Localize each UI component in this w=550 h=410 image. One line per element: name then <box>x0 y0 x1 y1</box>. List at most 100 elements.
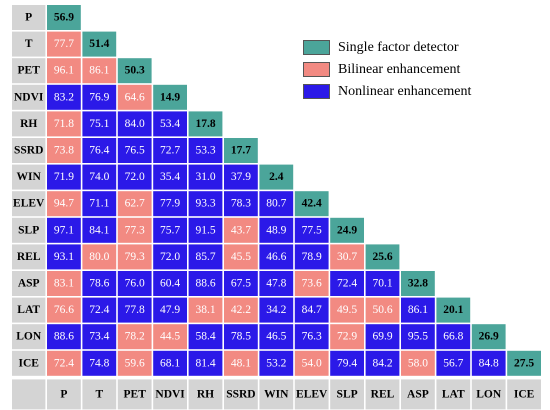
matrix-cell <box>47 164 81 190</box>
matrix-cell <box>471 350 506 376</box>
matrix-cell <box>82 324 117 350</box>
cell-value: 75.7 <box>160 224 180 236</box>
matrix-cell <box>47 84 81 110</box>
matrix-cell <box>188 297 223 323</box>
matrix-cell <box>82 217 117 243</box>
legend: Single factor detector Bilinear enhancem… <box>303 39 503 105</box>
cell-value: 88.6 <box>195 278 215 290</box>
legend-item-single: Single factor detector <box>303 39 503 56</box>
col-label-cell <box>188 379 223 410</box>
col-label-cell <box>82 379 117 410</box>
cell-value: 72.4 <box>337 278 357 290</box>
matrix-cell <box>365 244 400 270</box>
col-label-cell <box>153 379 187 410</box>
col-label-cell <box>259 379 294 410</box>
cell-value: 58.4 <box>195 331 215 343</box>
cell-value: 76.9 <box>89 91 109 103</box>
cell-value: 77.8 <box>125 304 145 316</box>
cell-value: 71.8 <box>54 118 74 130</box>
col-label-text: ASP <box>407 388 429 400</box>
matrix-cell <box>507 350 541 376</box>
col-label-text: SSRD <box>226 388 255 400</box>
row-label-text: ICE <box>18 357 39 369</box>
cell-value: 76.4 <box>89 145 109 157</box>
matrix-cell <box>117 164 152 190</box>
col-label-cell <box>330 379 364 410</box>
matrix-cell <box>82 84 117 110</box>
matrix-cell <box>224 191 258 217</box>
matrix-cell <box>188 138 223 163</box>
matrix-cell <box>117 217 152 243</box>
cell-value: 66.8 <box>443 331 463 343</box>
cell-value: 47.8 <box>266 278 286 290</box>
matrix-cell <box>471 324 506 350</box>
cell-value: 31.0 <box>195 171 215 183</box>
cell-value: 77.3 <box>125 224 145 236</box>
matrix-cell <box>117 297 152 323</box>
row-label-cell <box>12 138 46 163</box>
cell-value: 50.3 <box>125 65 145 77</box>
matrix-cell <box>224 297 258 323</box>
cell-value: 42.2 <box>231 304 251 316</box>
legend-label-bilinear: Bilinear enhancement <box>338 61 461 77</box>
matrix-cell <box>436 324 471 350</box>
row-label-cell <box>12 324 46 350</box>
cell-value: 67.5 <box>231 278 251 290</box>
legend-item-bilinear: Bilinear enhancement <box>303 61 503 78</box>
cell-value: 71.9 <box>54 171 74 183</box>
matrix-cell <box>259 244 294 270</box>
cell-value: 42.4 <box>302 198 322 210</box>
cell-value: 26.9 <box>479 331 499 343</box>
legend-item-nonlinear: Nonlinear enhancement <box>303 83 503 100</box>
cell-value: 58.0 <box>408 357 428 369</box>
cell-value: 84.8 <box>479 357 499 369</box>
col-label-cell <box>117 379 152 410</box>
cell-value: 17.7 <box>231 145 251 157</box>
matrix-cell <box>259 271 294 296</box>
col-label-text: LAT <box>442 388 465 400</box>
col-label-text: ICE <box>514 388 535 400</box>
matrix-cell <box>47 31 81 57</box>
cell-value: 73.4 <box>89 331 109 343</box>
cell-value: 79.4 <box>337 357 357 369</box>
row-label-text: SSRD <box>14 145 43 157</box>
cell-value: 77.9 <box>160 198 180 210</box>
cell-value: 83.1 <box>54 278 74 290</box>
cell-value: 56.7 <box>443 357 463 369</box>
matrix-cell <box>188 191 223 217</box>
cell-value: 56.9 <box>54 12 74 24</box>
row-label-text: REL <box>17 251 41 263</box>
col-label-cell <box>436 379 471 410</box>
cell-value: 83.2 <box>54 91 74 103</box>
matrix-cell <box>117 58 152 84</box>
row-label-text: T <box>25 38 33 50</box>
matrix-cell <box>153 350 187 376</box>
col-label-text: WIN <box>264 388 289 400</box>
legend-swatch-bilinear <box>303 62 330 77</box>
cell-value: 24.9 <box>337 224 357 236</box>
matrix-cell <box>330 297 364 323</box>
matrix-cell <box>294 217 329 243</box>
row-label-cell <box>12 350 46 376</box>
row-label-cell <box>12 84 46 110</box>
matrix-cell <box>188 217 223 243</box>
matrix-cell <box>401 324 435 350</box>
col-label-text: LON <box>476 388 502 400</box>
row-label-text: LAT <box>17 304 40 316</box>
matrix-cell <box>82 138 117 163</box>
matrix-cell <box>259 350 294 376</box>
matrix-cell <box>117 84 152 110</box>
matrix-cell <box>294 297 329 323</box>
cell-value: 94.7 <box>54 198 74 210</box>
matrix-cell <box>188 244 223 270</box>
matrix-cell <box>188 324 223 350</box>
matrix-cell <box>365 297 400 323</box>
row-label-cell <box>12 191 46 217</box>
cell-value: 93.3 <box>195 198 215 210</box>
cell-value: 2.4 <box>269 171 284 183</box>
matrix-cell <box>117 111 152 137</box>
cell-value: 78.6 <box>89 278 109 290</box>
matrix-cell <box>47 350 81 376</box>
